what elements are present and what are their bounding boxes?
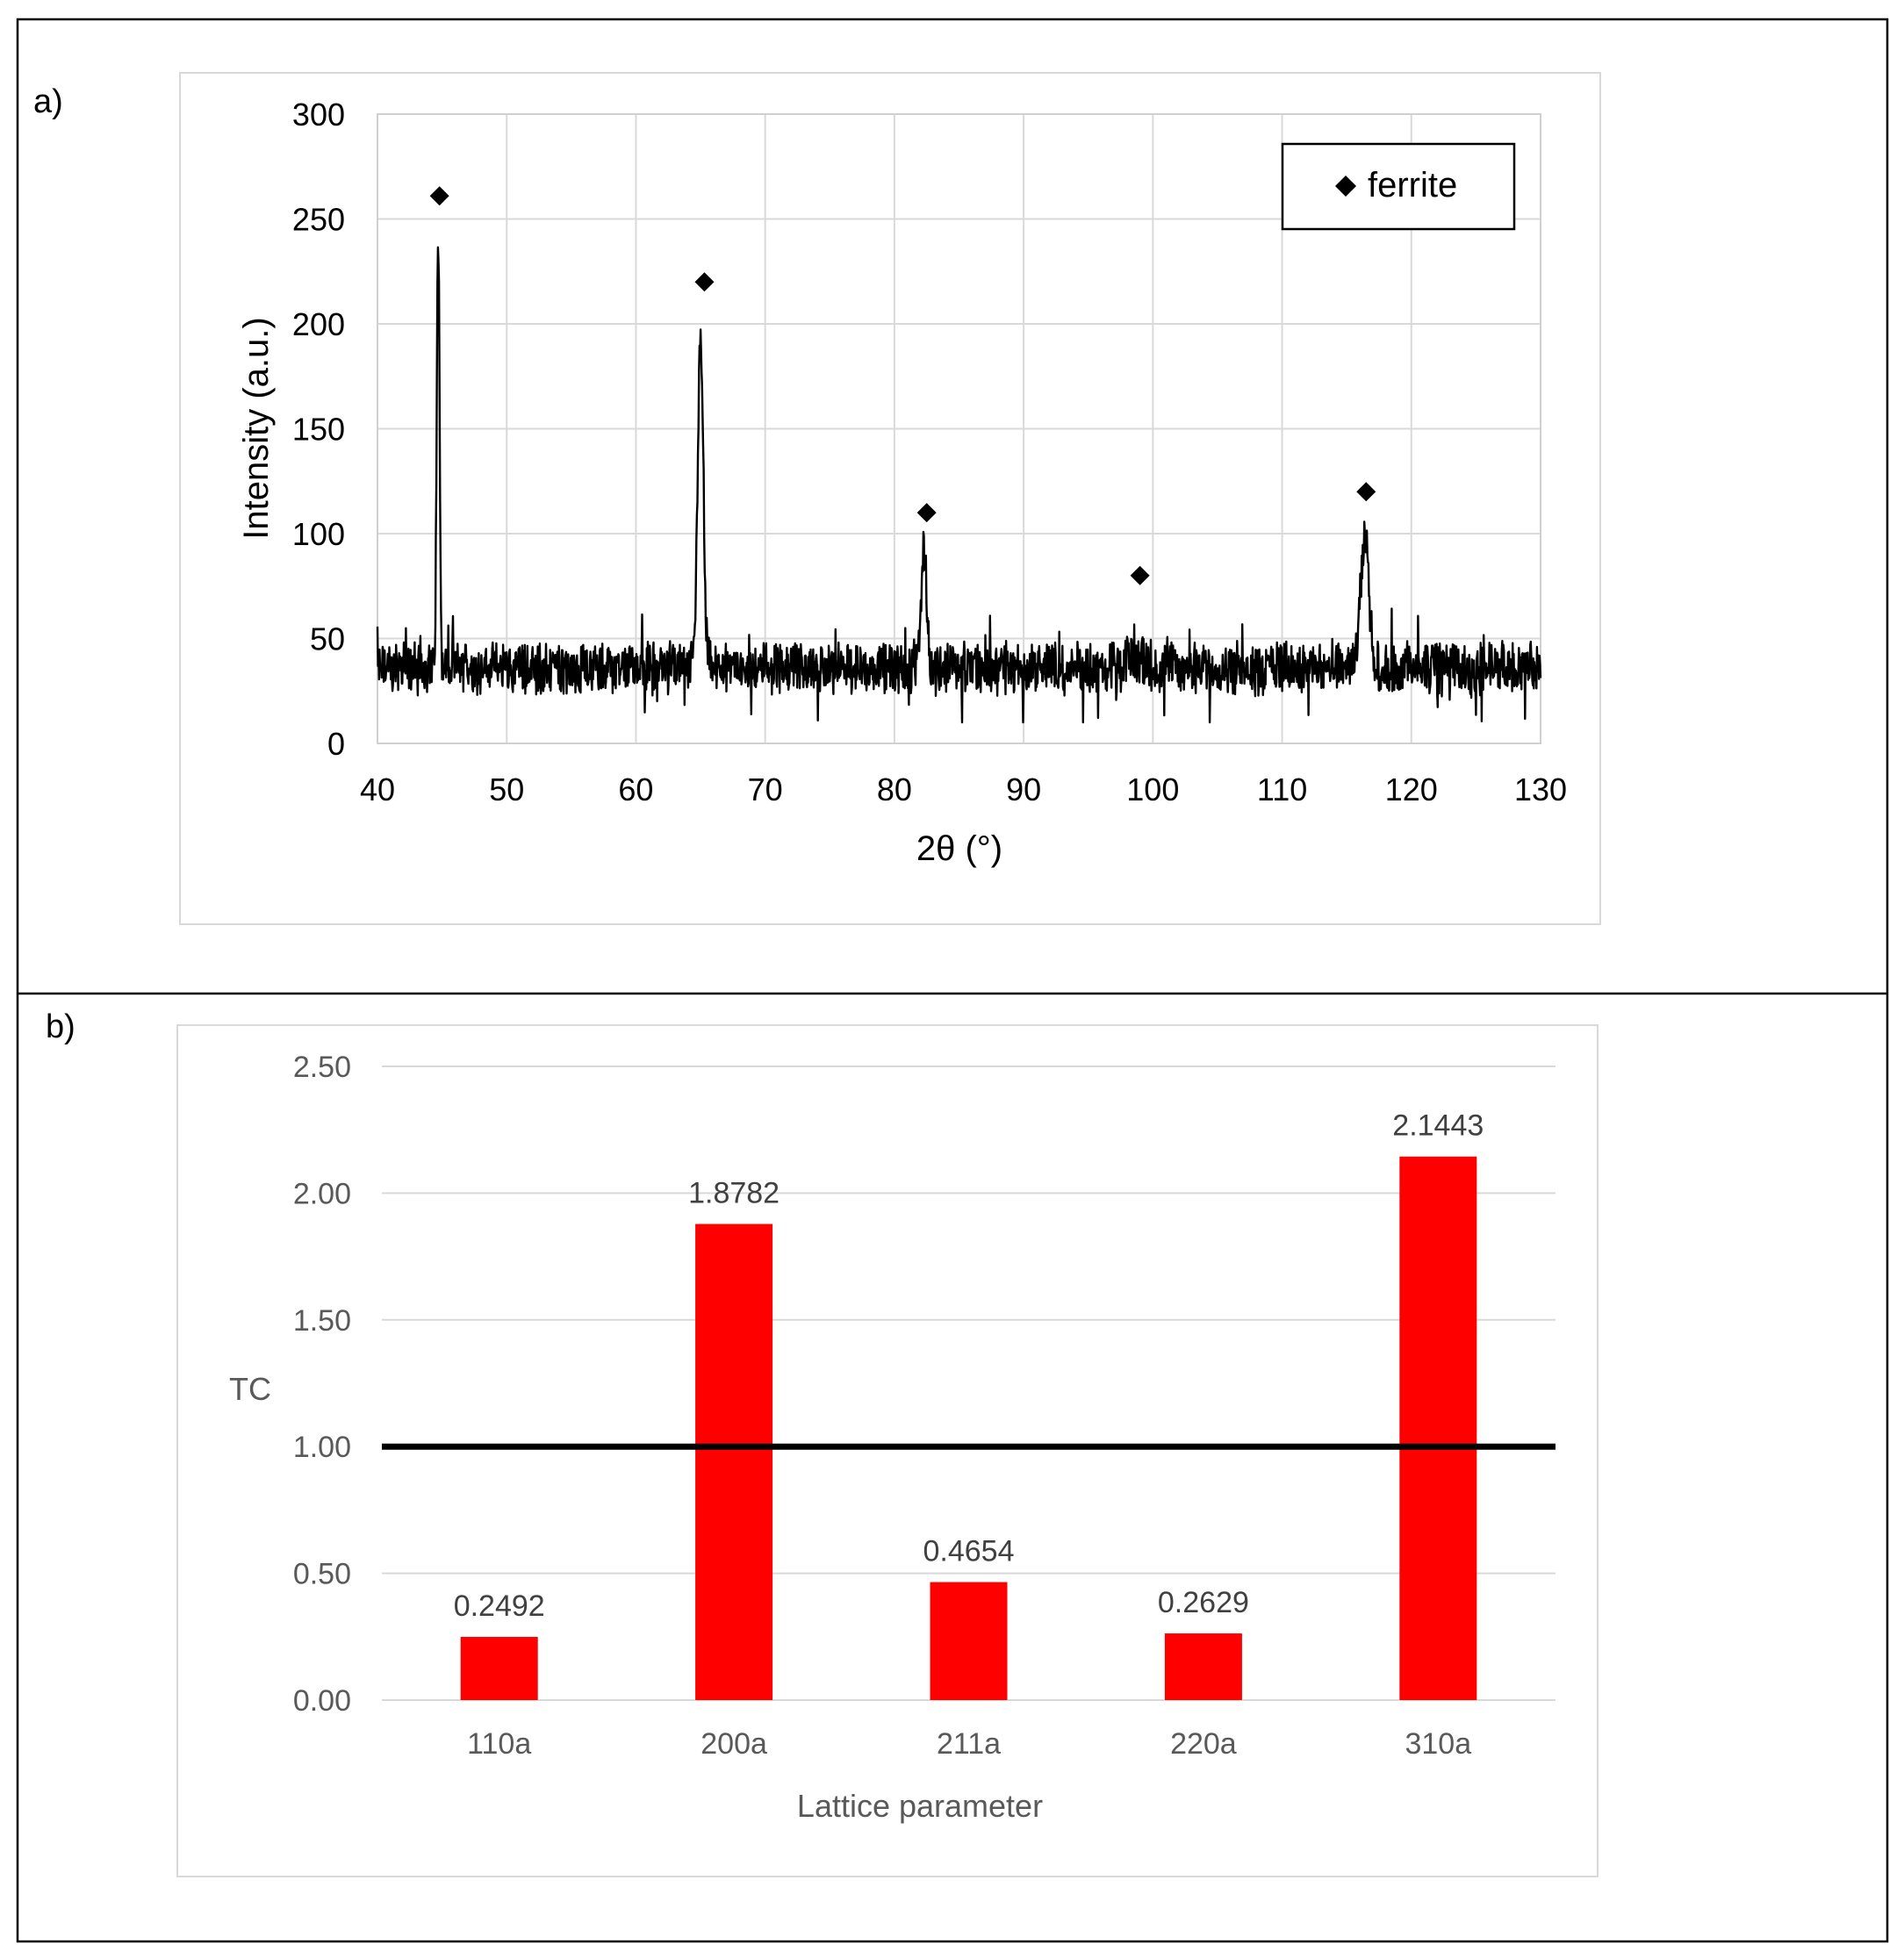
ferrite-marker-diamond-icon: [694, 272, 715, 292]
x-tick-label: 70: [748, 771, 783, 807]
y-tick-label: 1.50: [293, 1304, 351, 1338]
x-tick-label: 200a: [701, 1727, 767, 1761]
y-tick-label: 100: [292, 516, 345, 552]
y-tick-label: 50: [310, 621, 345, 657]
ferrite-markers: [429, 186, 1376, 585]
chart-b-y-axis-title: TC: [229, 1371, 271, 1407]
bar-data-label: 2.1443: [1392, 1109, 1484, 1143]
x-tick-label: 211a: [937, 1727, 1001, 1761]
x-tick-label: 90: [1006, 771, 1041, 807]
tc-bar: [1164, 1633, 1242, 1700]
y-tick-label: 0: [327, 726, 345, 762]
y-tick-label: 0.50: [293, 1558, 351, 1591]
x-tick-label: 130: [1514, 771, 1567, 807]
x-tick-label: 50: [489, 771, 524, 807]
legend-box: [1281, 142, 1516, 231]
x-tick-label: 60: [618, 771, 653, 807]
panel-a-label: a): [33, 83, 63, 120]
chart-a-legend: ferrite: [1281, 142, 1516, 231]
ferrite-marker-diamond-icon: [916, 503, 937, 523]
x-tick-label: 120: [1385, 771, 1438, 807]
panel-b-label: b): [46, 1008, 75, 1045]
y-tick-label: 250: [292, 202, 345, 238]
chart-a-x-axis-title: 2θ (°): [916, 829, 1002, 868]
chart-b-x-ticks: 110a 200a 211a 220a 310a: [467, 1727, 1471, 1761]
bar-data-label: 0.2629: [1158, 1586, 1249, 1619]
ferrite-marker-diamond-icon: [1130, 565, 1150, 585]
legend-label-ferrite: ferrite: [1368, 166, 1457, 205]
y-tick-label: 200: [292, 306, 345, 342]
chart-b-bars: [460, 1156, 1477, 1700]
x-tick-label: 110: [1257, 771, 1307, 807]
y-tick-label: 1.00: [293, 1431, 351, 1464]
tc-bar: [1399, 1156, 1477, 1700]
ferrite-marker-diamond-icon: [1356, 482, 1376, 502]
bar-data-label: 0.2492: [454, 1589, 545, 1623]
tc-bar: [930, 1582, 1008, 1700]
x-tick-label: 40: [360, 771, 395, 807]
tc-bar: [460, 1637, 538, 1700]
panel-a: a) 0 50 100 150 200 250 300 40 50 60 70 80 90 100 110…: [33, 72, 1601, 925]
legend-diamond-icon: [1335, 176, 1356, 197]
x-tick-label: 80: [877, 771, 912, 807]
chart-a-y-ticks: 0 50 100 150 200 250 300: [292, 97, 345, 762]
panel-b: b) 0.00 0.50 1.00 1.50 2.00 2.50 0.2492 1.8782…: [46, 1008, 1599, 1877]
bar-data-label: 0.4654: [923, 1535, 1015, 1568]
chart-b-data-labels: 0.2492 1.8782 0.4654 0.2629 2.1443: [454, 1109, 1484, 1623]
y-tick-label: 0.00: [293, 1684, 351, 1718]
y-tick-label: 150: [292, 412, 345, 448]
bar-data-label: 1.8782: [688, 1177, 780, 1210]
chart-a-y-axis-title: Intensity (a.u.): [237, 317, 276, 539]
chart-b-y-ticks: 0.00 0.50 1.00 1.50 2.00 2.50: [293, 1051, 351, 1718]
x-tick-label: 220a: [1170, 1727, 1237, 1761]
chart-a-plot-frame: [377, 113, 1541, 744]
y-tick-label: 2.50: [293, 1051, 351, 1084]
x-tick-label: 110a: [467, 1727, 531, 1761]
xrd-pattern-line: [376, 246, 1542, 724]
y-tick-label: 2.00: [293, 1177, 351, 1210]
ferrite-marker-diamond-icon: [429, 186, 449, 206]
y-tick-label: 300: [292, 97, 345, 133]
chart-b-x-axis-title: Lattice parameter: [797, 1788, 1043, 1824]
chart-b-area: [176, 1024, 1599, 1877]
chart-a-x-ticks: 40 50 60 70 80 90 100 110 120 130: [360, 771, 1567, 807]
x-tick-label: 100: [1126, 771, 1179, 807]
x-tick-label: 310a: [1405, 1727, 1471, 1761]
tc-bar: [695, 1223, 773, 1700]
